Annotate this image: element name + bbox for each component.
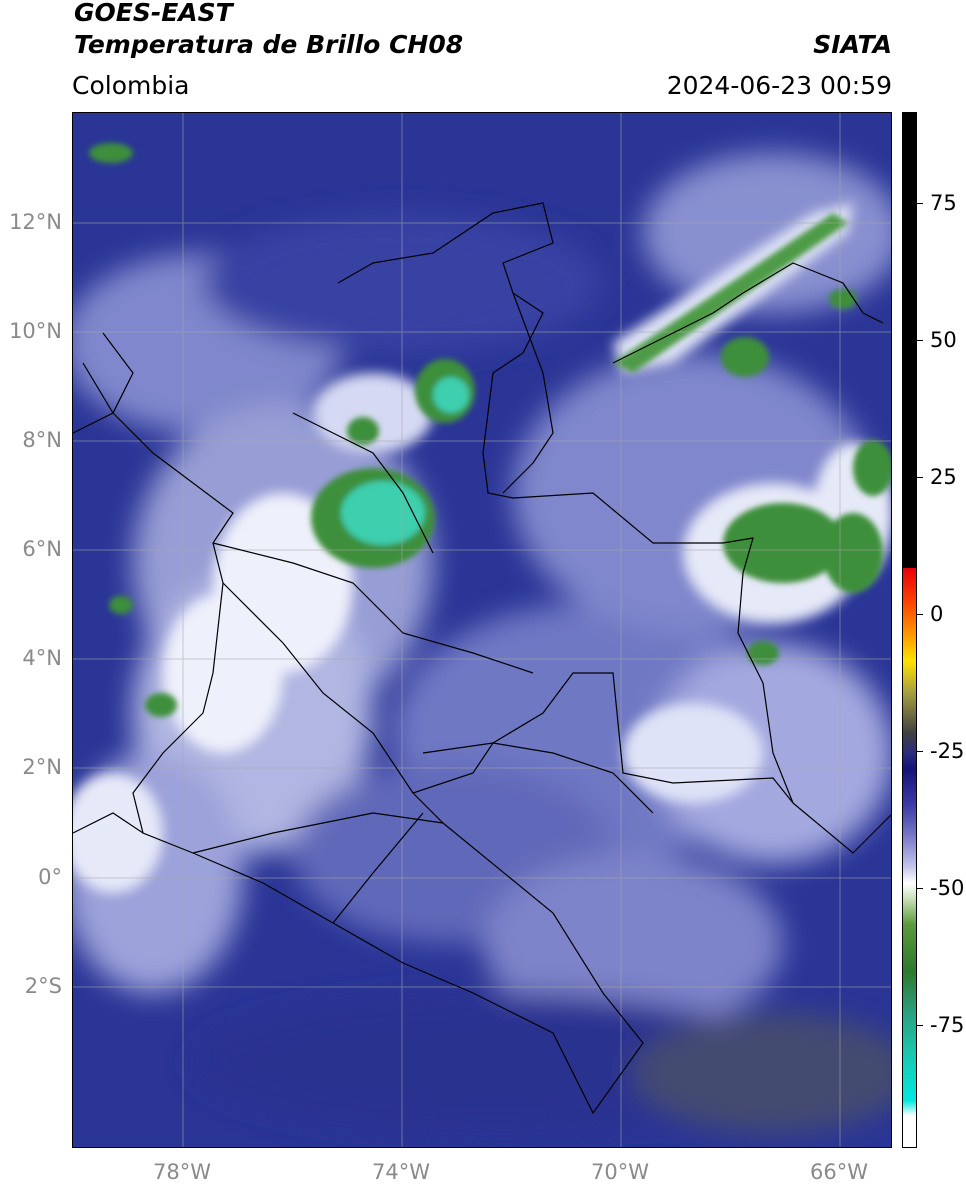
lat-label-8n: 8°N: [22, 428, 62, 452]
colorbar-label-0: 0: [930, 602, 944, 626]
colorbar-tick: [917, 1025, 923, 1026]
colorbar-label-75: 75: [930, 191, 957, 215]
lon-label-74w: 74°W: [372, 1160, 430, 1184]
borders: [73, 202, 891, 1115]
convective-cores: [89, 143, 891, 717]
colorbar-label-50: 50: [930, 328, 957, 352]
colorbar-tick: [917, 203, 923, 204]
lat-label-2n: 2°N: [22, 755, 62, 779]
lat-label-0: 0°: [38, 865, 62, 889]
lat-label-4n: 4°N: [22, 646, 62, 670]
colorbar-tick: [917, 614, 923, 615]
title-product: Temperatura de Brillo CH08: [74, 30, 464, 59]
colorbar-tick: [917, 340, 923, 341]
subtitle-region: Colombia: [72, 71, 190, 100]
colorbar-tick: [917, 751, 923, 752]
colorbar: [902, 112, 917, 1148]
title-satellite: GOES-EAST: [74, 0, 233, 27]
colorbar-label-minus25: -25: [930, 739, 965, 763]
satellite-map[interactable]: [72, 112, 892, 1148]
lat-label-12n: 12°N: [9, 210, 62, 234]
title-organization: SIATA: [813, 30, 892, 59]
lat-label-6n: 6°N: [22, 537, 62, 561]
lat-label-10n: 10°N: [9, 319, 62, 343]
colorbar-tick: [917, 477, 923, 478]
lat-label-2s: 2°S: [24, 974, 62, 998]
colorbar-label-minus50: -50: [930, 876, 965, 900]
lon-label-78w: 78°W: [153, 1160, 211, 1184]
colorbar-label-minus75: -75: [930, 1013, 965, 1037]
map-canvas: [73, 113, 891, 1147]
colorbar-label-25: 25: [930, 465, 957, 489]
lon-label-70w: 70°W: [591, 1160, 649, 1184]
graticule: [73, 113, 891, 1147]
lon-label-66w: 66°W: [810, 1160, 868, 1184]
subtitle-datetime: 2024-06-23 00:59: [666, 71, 892, 100]
colorbar-tick: [917, 888, 923, 889]
